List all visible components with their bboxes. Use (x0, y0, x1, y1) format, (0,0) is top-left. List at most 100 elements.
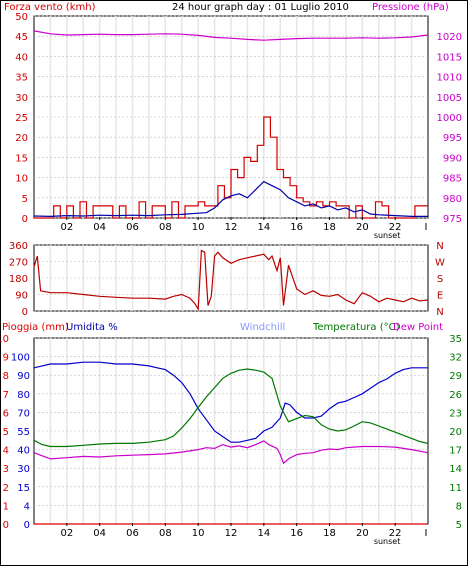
temperature-tick-label: 35 (449, 334, 462, 345)
x-tick-label: 14 (257, 222, 270, 233)
temperature-tick-label: 20 (449, 427, 462, 438)
x-tick-label: 20 (356, 528, 369, 539)
x-tick-label: 18 (323, 528, 336, 539)
wind-tick-label: 30 (15, 93, 28, 104)
humidity-tick-label: 100 (11, 353, 30, 364)
temperature-humidity-panel: 0123456789100415304055708090100581114172… (0, 334, 462, 546)
windchill-legend: Windchill (240, 322, 285, 333)
x-tick-label: 08 (159, 528, 172, 539)
direction-tick-label: 360 (9, 241, 28, 252)
humidity-tick-label: 70 (17, 408, 30, 419)
pressure-tick-label: 1005 (437, 93, 462, 104)
temperature-tick-label: 11 (449, 483, 462, 494)
pressure-tick-label: 1020 (437, 32, 462, 43)
series-wind_gust (34, 116, 428, 219)
humidity-tick-label: 80 (17, 390, 30, 401)
x-tick-label: 04 (93, 222, 106, 233)
direction-tick-label: 180 (9, 274, 28, 285)
humidity-tick-label: 90 (17, 371, 30, 382)
wind-tick-label: 5 (22, 194, 28, 205)
x-tick-label: 08 (159, 222, 172, 233)
direction-tick-label: 0 (22, 307, 28, 318)
dewpoint-axis-title: Dew Point (393, 322, 443, 333)
x-end-mark: I (425, 222, 428, 233)
x-tick-label: 18 (323, 222, 336, 233)
rain-tick-label: 0 (3, 520, 9, 531)
humidity-tick-label: 0 (24, 520, 30, 531)
rain-axis-title: Pioggia (mm) (2, 322, 69, 333)
pressure-tick-label: 990 (443, 153, 462, 164)
x-end-mark: I (425, 528, 428, 539)
temperature-tick-label: 14 (449, 464, 462, 475)
temperature-tick-label: 26 (449, 390, 462, 401)
temperature-tick-label: 29 (449, 371, 462, 382)
compass-tick-label: N (436, 307, 443, 318)
series-pressure (33, 30, 429, 41)
direction-tick-label: 90 (15, 291, 28, 302)
x-tick-label: 04 (93, 528, 106, 539)
wind-tick-label: 45 (15, 32, 28, 43)
wind-tick-label: 25 (15, 113, 28, 124)
humidity-axis-title: Umidita % (66, 322, 118, 333)
rain-tick-label: 6 (3, 408, 9, 419)
x-tick-label: 22 (389, 528, 402, 539)
humidity-tick-label: 40 (17, 446, 30, 457)
wind-tick-label: 0 (22, 214, 28, 225)
x-tick-label: 10 (192, 222, 205, 233)
series-temperature (33, 368, 429, 448)
chart-title: 24 hour graph day : 01 Luglio 2010 (172, 2, 349, 13)
wind-pressure-panel: 0510152025303540455097598098599099510001… (15, 12, 462, 240)
humidity-tick-label: 4 (24, 501, 30, 512)
wind-tick-label: 20 (15, 133, 28, 144)
humidity-tick-label: 55 (17, 427, 30, 438)
series-humidity (33, 361, 428, 443)
series-wind_direction (33, 249, 429, 312)
x-tick-label: 10 (192, 528, 205, 539)
rain-tick-label: 2 (3, 483, 9, 494)
humidity-tick-label: 30 (17, 464, 30, 475)
series-dewpoint (33, 440, 429, 465)
wind-tick-label: 50 (15, 12, 28, 23)
compass-tick-label: N (436, 241, 443, 252)
x-tick-label: 06 (126, 222, 139, 233)
pressure-tick-label: 980 (443, 194, 462, 205)
pressure-tick-label: 975 (443, 214, 462, 225)
pressure-tick-label: 985 (443, 174, 462, 185)
pressure-tick-label: 995 (443, 133, 462, 144)
x-tick-label: 14 (257, 528, 270, 539)
compass-tick-label: S (437, 274, 443, 285)
compass-tick-label: W (435, 258, 445, 269)
sunset-label: sunset (374, 231, 401, 240)
rain-tick-label: 8 (3, 371, 9, 382)
temperature-tick-label: 8 (456, 501, 462, 512)
temperature-tick-label: 17 (449, 446, 462, 457)
wind-tick-label: 40 (15, 52, 28, 63)
pressure-axis-title: Pressione (hPa) (372, 2, 449, 13)
x-tick-label: 02 (60, 222, 73, 233)
pressure-tick-label: 1000 (437, 113, 462, 124)
wind-tick-label: 15 (15, 153, 28, 164)
rain-tick-label: 5 (3, 427, 9, 438)
x-tick-label: 20 (356, 222, 369, 233)
humidity-tick-label: 15 (17, 483, 30, 494)
rain-tick-label: 1 (3, 501, 9, 512)
x-tick-label: 06 (126, 528, 139, 539)
rain-tick-label: 3 (3, 464, 9, 475)
rain-tick-label: 9 (3, 353, 9, 364)
temperature-tick-label: 5 (456, 520, 462, 531)
x-tick-label: 16 (290, 222, 303, 233)
rain-tick-label: 7 (3, 390, 9, 401)
pressure-tick-label: 1015 (437, 52, 462, 63)
x-tick-label: 16 (290, 528, 303, 539)
x-tick-label: 12 (225, 222, 238, 233)
x-tick-label: 12 (225, 528, 238, 539)
temperature-tick-label: 32 (449, 353, 462, 364)
wind-axis-title: Forza vento (kmh) (4, 2, 96, 13)
wind-tick-label: 35 (15, 73, 28, 84)
x-tick-label: 02 (60, 528, 73, 539)
sunset-label: sunset (374, 537, 401, 546)
pressure-tick-label: 1010 (437, 73, 462, 84)
series-wind_avg (33, 180, 428, 218)
